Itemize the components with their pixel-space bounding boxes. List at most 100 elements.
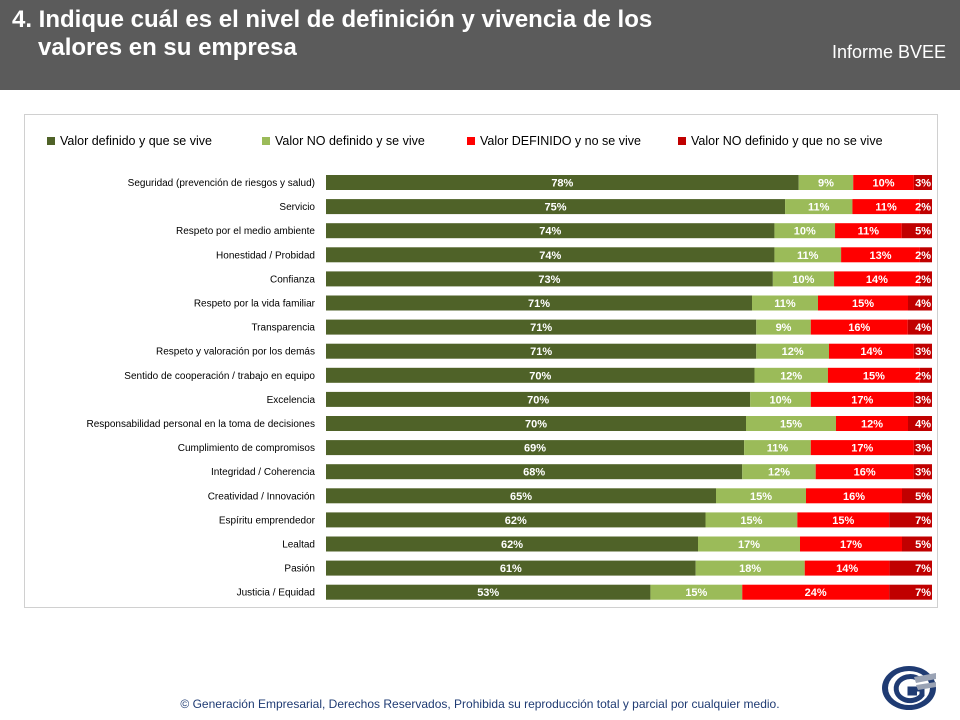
data-label: 4% bbox=[915, 322, 931, 334]
category-label: Seguridad (prevención de riesgos y salud… bbox=[128, 178, 315, 189]
data-label: 71% bbox=[528, 298, 550, 310]
bar-segment-2 bbox=[798, 175, 854, 190]
bar-segment-4 bbox=[902, 488, 932, 504]
data-label: 61% bbox=[500, 563, 522, 575]
data-label: 15% bbox=[832, 515, 854, 527]
bar-segment-3 bbox=[815, 464, 914, 480]
data-label: 3% bbox=[915, 394, 931, 406]
data-label: 11% bbox=[797, 250, 819, 262]
legend-swatch-3 bbox=[467, 137, 475, 145]
data-label: 14% bbox=[836, 563, 858, 575]
data-label: 62% bbox=[501, 539, 523, 551]
chart-legend: Valor definido y que se vive Valor NO def… bbox=[47, 134, 883, 148]
data-label: 3% bbox=[915, 467, 931, 479]
bar-segment-4 bbox=[901, 223, 932, 239]
category-label: Espíritu emprendedor bbox=[219, 515, 316, 526]
category-label: Sentido de cooperación / trabajo en equi… bbox=[124, 371, 315, 382]
data-label: 68% bbox=[523, 467, 545, 479]
bar-segment-2 bbox=[698, 536, 800, 552]
data-label: 5% bbox=[915, 539, 931, 551]
data-label: 78% bbox=[551, 178, 573, 190]
data-label: 71% bbox=[530, 346, 552, 358]
data-label: 17% bbox=[851, 394, 873, 406]
data-label: 2% bbox=[915, 250, 931, 262]
category-label: Integridad / Coherencia bbox=[211, 467, 315, 478]
bar-segment-4 bbox=[913, 343, 932, 359]
bar-segment-2 bbox=[746, 416, 836, 431]
data-label: 9% bbox=[776, 322, 792, 334]
bar-segment-1 bbox=[326, 271, 773, 287]
data-label: 9% bbox=[818, 178, 834, 190]
bar-segment-3 bbox=[806, 488, 902, 504]
data-label: 14% bbox=[866, 274, 888, 286]
bar-segment-2 bbox=[752, 295, 818, 311]
bar-segment-2 bbox=[754, 367, 828, 383]
data-label: 4% bbox=[915, 419, 931, 431]
data-label: 70% bbox=[525, 419, 547, 431]
bar-segment-1 bbox=[326, 536, 698, 552]
category-label: Excelencia bbox=[267, 395, 316, 406]
data-label: 17% bbox=[851, 443, 873, 455]
bar-segment-4 bbox=[919, 367, 932, 383]
bar-segment-1 bbox=[326, 367, 755, 383]
data-label: 12% bbox=[861, 419, 883, 431]
stacked-bar-chart: Valor definido y que se vive Valor NO def… bbox=[47, 134, 932, 600]
data-label: 15% bbox=[750, 491, 772, 503]
category-label: Lealtad bbox=[282, 540, 315, 551]
bar-segment-4 bbox=[919, 247, 932, 263]
data-label: 7% bbox=[915, 563, 931, 575]
data-label: 11% bbox=[808, 202, 830, 214]
bar-segment-2 bbox=[756, 343, 829, 359]
bar-segment-2 bbox=[756, 319, 811, 335]
data-label: 5% bbox=[915, 491, 931, 503]
bar-segment-1 bbox=[326, 343, 757, 359]
bar-segment-2 bbox=[742, 464, 816, 480]
data-label: 12% bbox=[780, 370, 802, 382]
bar-segment-4 bbox=[913, 464, 932, 480]
data-label: 18% bbox=[739, 563, 761, 575]
data-label: 16% bbox=[848, 322, 870, 334]
bar-segment-3 bbox=[853, 175, 914, 190]
bar-segment-4 bbox=[919, 271, 932, 287]
data-label: 12% bbox=[782, 346, 804, 358]
data-label: 3% bbox=[915, 346, 931, 358]
data-label: 7% bbox=[915, 587, 931, 599]
bar-segment-1 bbox=[326, 199, 786, 215]
bar-segment-1 bbox=[326, 247, 775, 263]
category-label: Respeto por la vida familiar bbox=[194, 299, 316, 310]
bar-segment-4 bbox=[913, 440, 932, 456]
bar-segment-3 bbox=[834, 271, 920, 287]
bar-segment-3 bbox=[800, 536, 902, 552]
bar-segment-4 bbox=[908, 416, 932, 431]
data-label: 11% bbox=[875, 202, 897, 214]
bar-segment-3 bbox=[742, 584, 890, 600]
report-name: Informe BVEE bbox=[831, 42, 946, 62]
data-label: 70% bbox=[529, 370, 551, 382]
data-label: 73% bbox=[538, 274, 560, 286]
chart-container: Valor definido y que se vive Valor NO def… bbox=[24, 114, 938, 608]
data-label: 2% bbox=[915, 202, 931, 214]
data-label: 16% bbox=[854, 467, 876, 479]
bar-segment-1 bbox=[326, 416, 746, 431]
data-label: 74% bbox=[539, 250, 561, 262]
category-label: Confianza bbox=[270, 274, 315, 285]
data-label: 13% bbox=[869, 250, 891, 262]
data-label: 74% bbox=[539, 226, 561, 238]
bar-segment-4 bbox=[908, 295, 932, 311]
title-line-2: valores en su empresa bbox=[38, 34, 297, 61]
data-label: 15% bbox=[852, 298, 874, 310]
data-label: 71% bbox=[530, 322, 552, 334]
bar-segment-3 bbox=[804, 560, 890, 576]
bar-segment-4 bbox=[913, 391, 932, 407]
bar-segment-2 bbox=[772, 271, 835, 287]
legend-label-3: Valor DEFINIDO y no se vive bbox=[480, 134, 641, 148]
bar-segment-3 bbox=[797, 512, 890, 528]
category-label: Servicio bbox=[279, 202, 315, 213]
bar-segment-1 bbox=[326, 319, 757, 335]
legend-label-2: Valor NO definido y se vive bbox=[275, 134, 425, 148]
category-label: Pasión bbox=[284, 564, 315, 575]
bar-segment-4 bbox=[907, 319, 932, 335]
legend-swatch-1 bbox=[47, 137, 55, 145]
data-label: 24% bbox=[805, 587, 827, 599]
bar-segment-4 bbox=[889, 512, 932, 528]
